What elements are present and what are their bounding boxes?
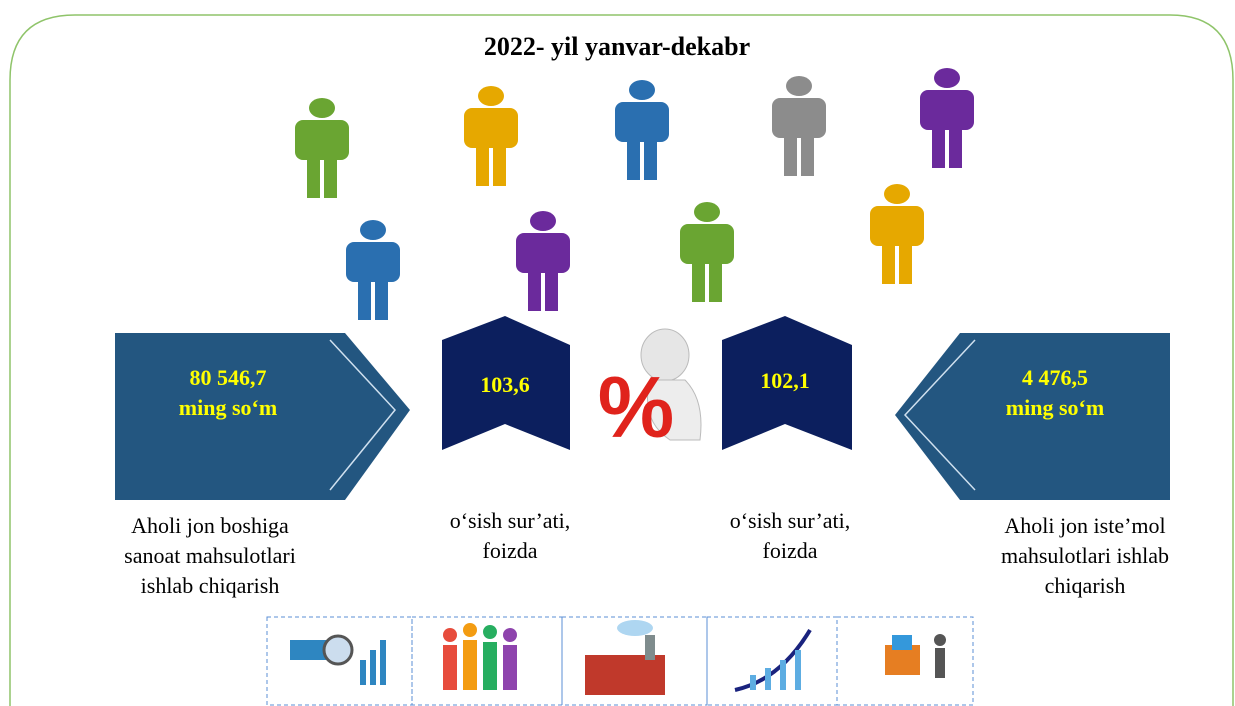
person-part (949, 123, 962, 168)
caption-line: ishlab chiqarish (141, 573, 280, 598)
panel-left (115, 333, 410, 500)
person-part (920, 90, 974, 130)
panel-value: 80 546,7 (190, 365, 267, 390)
person-part (786, 76, 812, 96)
person-part (360, 220, 386, 240)
caption-line: Aholi jon iste’mol (1004, 513, 1165, 538)
percent-figure (640, 328, 702, 441)
panel-edge (903, 339, 976, 491)
person-part (615, 102, 669, 142)
panel-edge (329, 339, 396, 491)
caption-line: chiqarish (1045, 573, 1126, 598)
percent-sign: % (598, 360, 674, 456)
person-part (884, 184, 910, 204)
person-part (694, 202, 720, 222)
panel-mid-right (722, 316, 852, 450)
person-part (932, 123, 945, 168)
person-part (644, 135, 657, 180)
person-part (545, 266, 558, 311)
panel-value: 4 476,5 (1022, 365, 1088, 390)
frame (9, 14, 1234, 706)
person-part (307, 153, 320, 198)
person-part (528, 266, 541, 311)
person-part (784, 131, 797, 176)
person-part (478, 86, 504, 106)
person-part (680, 224, 734, 264)
person-part (530, 211, 556, 231)
person-part (692, 257, 705, 302)
caption-line: foizda (483, 538, 538, 563)
caption-line: sanoat mahsulotlari (124, 543, 296, 568)
caption-line: foizda (763, 538, 818, 563)
person-part (464, 108, 518, 148)
person-part (934, 68, 960, 88)
person-part (358, 275, 371, 320)
person-part (870, 206, 924, 246)
title: 2022- yil yanvar-dekabr (484, 32, 750, 61)
caption-line: Aholi jon boshiga (131, 513, 289, 538)
person-part (899, 239, 912, 284)
caption-line: mahsulotlari ishlab (1001, 543, 1169, 568)
person-part (476, 141, 489, 186)
person-part (295, 120, 349, 160)
panel-value: 103,6 (480, 372, 530, 397)
caption-line: o‘sish sur’ati, (450, 508, 571, 533)
people-icons (295, 68, 974, 320)
panel-mid-left (442, 316, 570, 450)
panel-value: 102,1 (760, 368, 810, 393)
panel-unit: ming so‘m (179, 395, 277, 420)
caption-line: o‘sish sur’ati, (730, 508, 851, 533)
person-part (629, 80, 655, 100)
panel-unit: ming so‘m (1006, 395, 1104, 420)
person-part (346, 242, 400, 282)
person-part (309, 98, 335, 118)
person-part (772, 98, 826, 138)
person-part (324, 153, 337, 198)
panel-right (895, 333, 1170, 500)
person-part (801, 131, 814, 176)
person-part (375, 275, 388, 320)
person-part (493, 141, 506, 186)
person-part (627, 135, 640, 180)
person-part (882, 239, 895, 284)
person-part (709, 257, 722, 302)
person-part (516, 233, 570, 273)
icon-strip (266, 616, 974, 706)
icons (290, 620, 946, 695)
